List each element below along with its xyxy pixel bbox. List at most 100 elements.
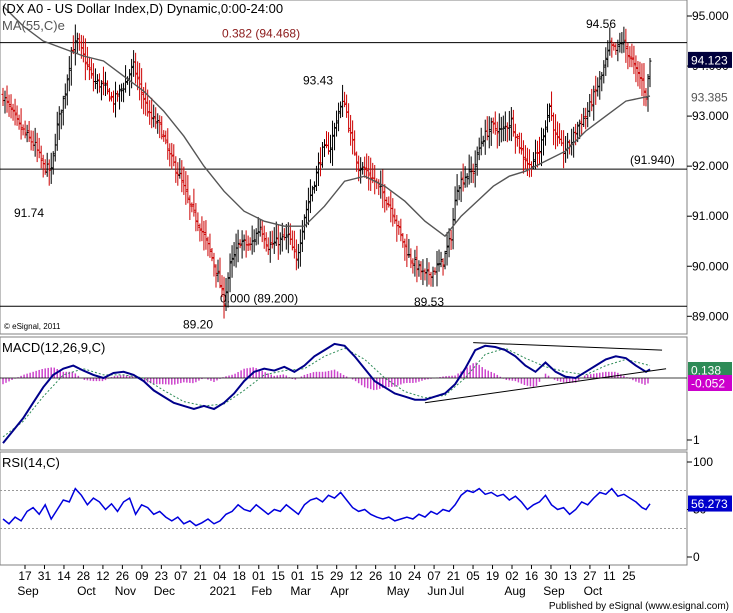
price-bar (459, 171, 463, 203)
price-bar (535, 140, 539, 168)
price-bar (473, 150, 477, 188)
price-bar (174, 156, 178, 183)
price-bar (194, 203, 198, 232)
price-annotation: 91.74 (14, 206, 44, 220)
macd-signal-tag-text: -0.052 (691, 377, 725, 391)
price-bar (451, 207, 455, 250)
macd-signal-tag-box (688, 375, 732, 391)
price-annotations: 91.74 93.43 89.20 89.53 94.56 (14, 17, 616, 331)
x-month-label: Nov (115, 584, 136, 598)
price-bar (164, 130, 168, 145)
x-tick-label: 18 (233, 569, 247, 583)
price-bar (397, 220, 401, 235)
price-bar (63, 83, 67, 109)
x-tick-label: 15 (272, 569, 286, 583)
x-month-label: Oct (77, 584, 96, 598)
price-bar (369, 157, 373, 192)
last-price-tag-text: 94.123 (691, 53, 728, 67)
ma-label: MA(55,C)e (2, 18, 65, 33)
price-bar (628, 46, 632, 68)
price-bar (67, 56, 71, 92)
price-bar (87, 56, 91, 81)
price-bar (19, 108, 23, 140)
price-bar (385, 196, 389, 211)
x-month-label: Jul (449, 584, 464, 598)
price-bar (638, 61, 642, 89)
price-bar (335, 110, 339, 137)
price-bar (39, 145, 43, 169)
price-tick-label: 90.000 (692, 259, 729, 273)
rsi-axis: 10050056.273 (687, 455, 732, 564)
rsi-panel[interactable] (0, 451, 688, 566)
macd-line (2, 342, 651, 444)
price-bar (435, 251, 439, 287)
price-panel[interactable] (0, 0, 688, 335)
price-bar (224, 277, 228, 312)
macd-trend-line (473, 342, 663, 351)
price-bar (513, 123, 517, 154)
price-bar (594, 75, 598, 105)
price-bar (89, 58, 93, 79)
price-bar (144, 82, 148, 116)
price-bar (493, 111, 497, 135)
price-bar (604, 47, 608, 76)
price-bar (107, 87, 111, 102)
macd-trend-lines (424, 342, 667, 404)
macd-signal-tag: -0.052 (688, 375, 732, 391)
copyright: © eSignal, 2011 (4, 322, 61, 331)
price-tick-label: 89.000 (692, 309, 729, 323)
price-bar (359, 157, 363, 184)
price-bar (393, 208, 397, 224)
price-bar (116, 90, 120, 102)
price-bar (523, 145, 527, 170)
macd-panel[interactable] (0, 336, 688, 451)
price-bar (298, 229, 302, 267)
price-bar (51, 151, 55, 175)
price-bar (479, 127, 483, 156)
price-bar (333, 122, 337, 151)
price-bar (582, 107, 586, 127)
price-bar (278, 232, 282, 255)
x-axis: 17 31 14 28 12 26 09 23 07 21 04 18 01 15 01 15 29 12 26 10… (17, 565, 636, 598)
macd-value-tag-text: 0.138 (691, 364, 721, 378)
price-bar (290, 230, 294, 251)
x-month-label: Sep (17, 584, 39, 598)
price-tick-label: 91.000 (692, 209, 729, 223)
price-bar (598, 71, 602, 100)
price-bar (254, 228, 258, 246)
price-bar (208, 233, 212, 258)
x-tick-label: 30 (544, 569, 558, 583)
price-bar (439, 251, 443, 268)
price-bar (461, 163, 465, 192)
price-bar (351, 120, 355, 155)
price-bar (150, 97, 154, 129)
price-bar (9, 94, 13, 119)
price-bar (367, 155, 371, 191)
price-bar (610, 37, 614, 58)
last-price-tag: 94.123 (688, 51, 732, 68)
price-bar (166, 128, 170, 160)
x-tick-label: 13 (564, 569, 578, 583)
ma-value-tag-text: 93.385 (691, 90, 728, 104)
price-bar (455, 174, 459, 206)
price-bar (55, 111, 59, 151)
price-bar (232, 242, 236, 267)
price-bar (204, 220, 208, 250)
price-bar (216, 259, 220, 283)
price-bar (103, 71, 107, 96)
price-bar (349, 114, 353, 146)
price-bar (409, 248, 413, 269)
price-bar (537, 136, 541, 166)
x-month-label: Oct (584, 584, 603, 598)
x-tick-label: 12 (349, 569, 363, 583)
price-bar (184, 171, 188, 205)
price-bar (212, 252, 216, 277)
price-bar (491, 117, 495, 134)
price-bar (236, 229, 240, 263)
price-bar (465, 173, 469, 188)
price-bar (99, 80, 103, 101)
price-bar (343, 91, 347, 108)
rsi-value-tag: 56.273 (688, 495, 732, 512)
x-tick-label: 11 (603, 569, 616, 583)
